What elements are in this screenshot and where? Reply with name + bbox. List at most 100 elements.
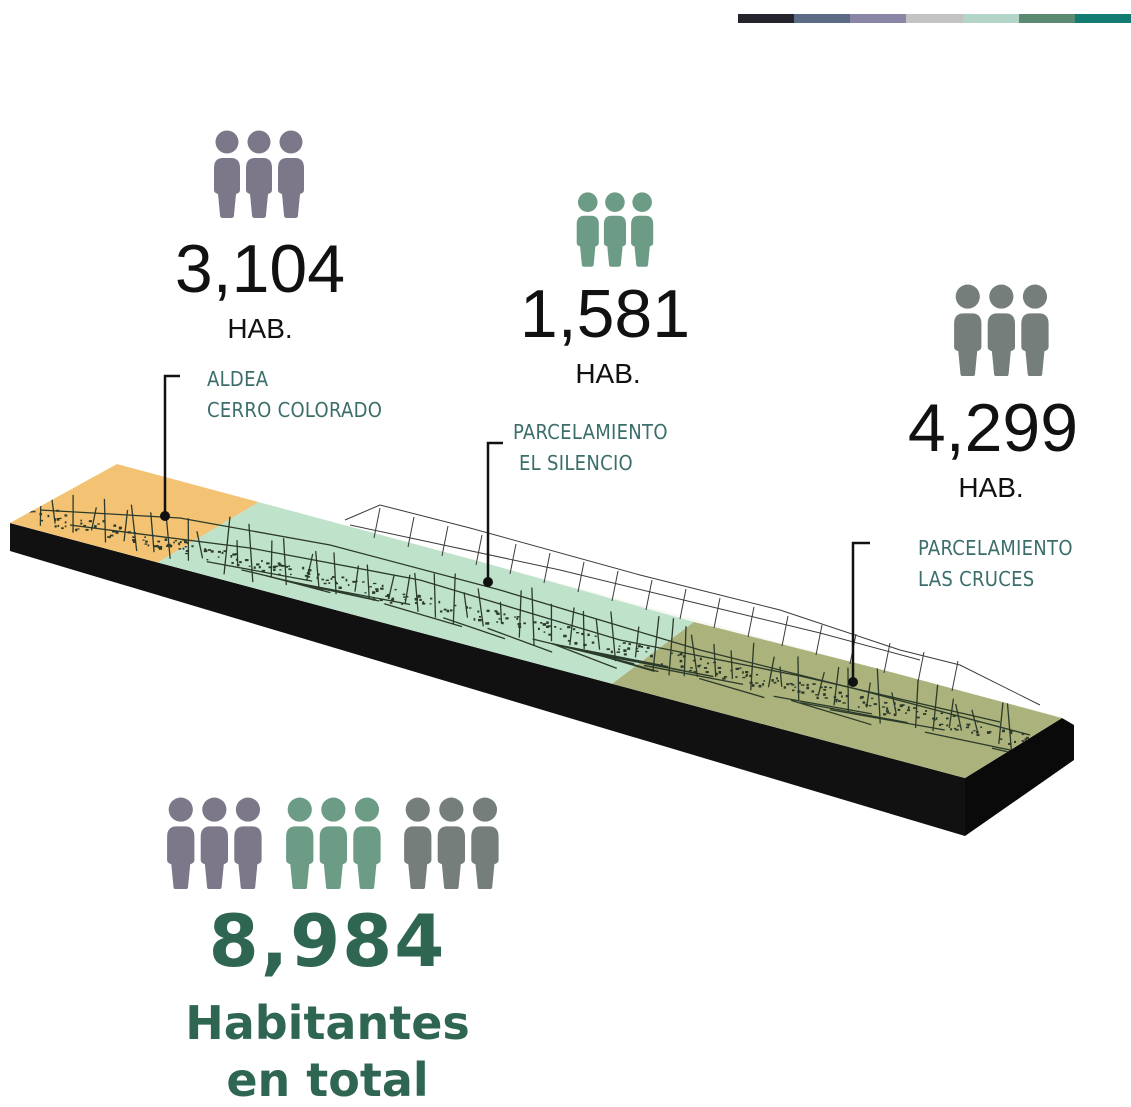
person-icon (200, 797, 228, 890)
building-dot (338, 586, 341, 589)
building-dot (449, 609, 453, 612)
cross-street-line (282, 538, 287, 586)
building-dot (345, 578, 348, 582)
cross-street-line (582, 610, 585, 649)
building-dot (210, 550, 214, 553)
building-dot (186, 541, 189, 544)
building-dot (773, 681, 777, 684)
building-dot (403, 596, 406, 598)
people-group-icon (212, 130, 307, 223)
building-dot (221, 551, 224, 555)
building-dot (256, 563, 260, 566)
side-road-line (643, 664, 744, 685)
building-dot (546, 621, 549, 624)
building-dot (115, 531, 119, 534)
building-dot (443, 608, 447, 611)
cross-street-line (354, 565, 360, 592)
building-dot (375, 588, 379, 591)
building-dot (401, 603, 404, 605)
building-dot (119, 528, 121, 530)
building-dot (304, 574, 308, 577)
person-icon (286, 797, 314, 890)
side-road-line (241, 569, 324, 591)
building-dot (971, 731, 974, 734)
building-dot (861, 695, 864, 699)
building-dot (945, 717, 949, 720)
building-dot (688, 670, 693, 672)
building-dot (421, 602, 426, 605)
building-dot (272, 565, 277, 569)
building-dot (823, 689, 826, 691)
building-dot (554, 626, 557, 628)
building-dot (347, 584, 350, 587)
building-dot (646, 646, 650, 649)
building-dot (745, 670, 749, 674)
building-dot (406, 596, 409, 598)
cross-street-line (123, 509, 129, 542)
building-dot (888, 712, 891, 715)
building-dot (707, 662, 710, 665)
building-dot (93, 525, 97, 528)
building-dot (636, 650, 639, 652)
building-dot (132, 540, 136, 543)
building-dot (640, 645, 644, 648)
marker-el-silencio (483, 577, 493, 587)
building-dot (355, 580, 358, 583)
population-el-silencio: 1,581 (519, 276, 691, 352)
building-dot (132, 539, 136, 542)
building-dot (913, 707, 916, 709)
building-dot (931, 717, 936, 720)
building-dot (385, 595, 389, 598)
building-dot (966, 723, 969, 725)
building-dot (797, 690, 801, 693)
building-dot (204, 548, 207, 550)
building-dot (1024, 738, 1027, 741)
building-dot (453, 604, 457, 607)
building-dot (859, 697, 863, 699)
building-dot (239, 561, 242, 564)
building-dot (40, 519, 44, 522)
cross-street-line (315, 550, 320, 589)
cross-street-line (150, 512, 155, 553)
building-dot (157, 540, 161, 543)
building-dot (368, 586, 372, 588)
building-dot (235, 558, 239, 561)
leader-line-cerro-colorado (163, 374, 180, 515)
cross-street-line (634, 626, 640, 658)
building-dot (842, 702, 846, 704)
cross-street-line (595, 619, 601, 650)
place-line: EL SILENCIO (519, 451, 634, 475)
people-group-icon (575, 192, 656, 272)
building-dot (542, 623, 547, 626)
building-dot (419, 598, 422, 601)
building-dot (791, 689, 795, 692)
building-dot (164, 538, 168, 541)
cross-street-line (833, 666, 840, 706)
building-dot (142, 539, 145, 541)
outer-cross-line (713, 597, 721, 629)
building-dot (824, 697, 828, 699)
building-dot (514, 616, 516, 618)
person-icon (214, 130, 240, 218)
building-dot (751, 684, 755, 687)
outer-cross-line (781, 615, 789, 647)
place-line: PARCELAMIENTO (513, 420, 668, 444)
building-dot (306, 576, 310, 578)
cross-street-line (690, 634, 699, 677)
building-dot (745, 675, 748, 677)
building-dot (838, 700, 841, 703)
building-dot (386, 593, 391, 597)
building-dot (321, 578, 325, 581)
cross-street-line (569, 607, 575, 646)
building-dot (1010, 731, 1013, 735)
building-dot (715, 672, 718, 676)
person-icon (1021, 284, 1049, 377)
building-dot (587, 633, 590, 637)
building-dot (893, 713, 897, 717)
building-dot (1010, 730, 1014, 732)
building-dot (838, 691, 842, 694)
building-dot (261, 569, 266, 572)
cross-street-line (730, 650, 734, 679)
building-dot (533, 621, 537, 624)
